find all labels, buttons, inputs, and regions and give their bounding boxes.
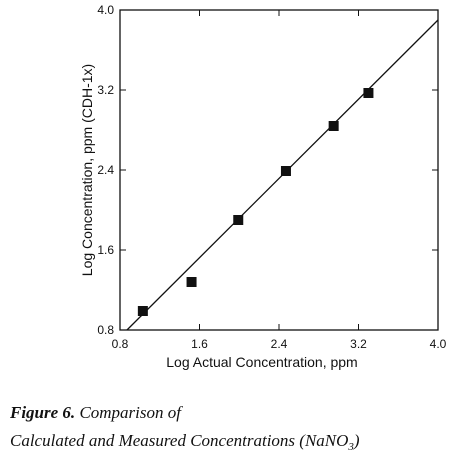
x-tick-label: 2.4 <box>271 337 288 351</box>
caption-closing: ) <box>353 431 360 450</box>
x-tick-label: 4.0 <box>430 337 447 351</box>
y-tick-label: 3.2 <box>97 83 114 97</box>
y-tick-label: 0.8 <box>97 323 114 337</box>
data-point <box>363 88 374 98</box>
x-tick-label: 3.2 <box>350 337 367 351</box>
data-point <box>280 166 291 176</box>
data-point <box>328 121 339 131</box>
caption-line-2: Calculated and Measured Concentrations (… <box>10 431 360 453</box>
data-point <box>137 306 148 316</box>
plot-frame <box>119 9 439 331</box>
caption-line-1: Figure 6. Comparison of <box>9 403 183 422</box>
caption-text: Calculated and Measured Concentrations (… <box>10 431 348 450</box>
caption-subscript: 3 <box>347 441 354 453</box>
y-axis-title: Log Concentration, ppm (CDH-1x) <box>79 64 95 276</box>
x-tick-label: 1.6 <box>191 337 208 351</box>
caption-text: Comparison of <box>79 403 183 422</box>
x-tick-label: 0.8 <box>112 337 129 351</box>
y-tick-label: 4.0 <box>97 3 114 17</box>
data-point <box>233 215 244 225</box>
y-tick-label: 1.6 <box>97 243 114 257</box>
data-point <box>186 277 197 287</box>
caption-label: Figure 6. <box>9 403 75 422</box>
x-axis-title: Log Actual Concentration, ppm <box>166 354 357 370</box>
y-tick-label: 2.4 <box>97 163 114 177</box>
